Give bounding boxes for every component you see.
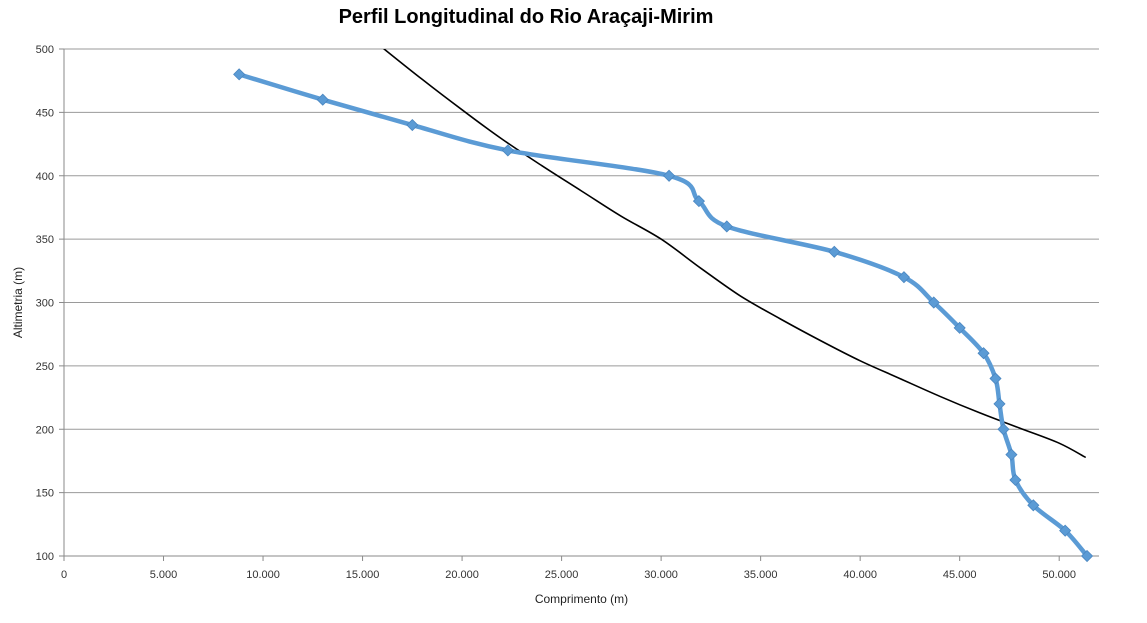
data-point-marker xyxy=(828,245,841,258)
data-point-marker xyxy=(1009,473,1022,487)
y-tick-label: 450 xyxy=(36,107,54,119)
x-tick-label: 10.000 xyxy=(246,569,280,581)
data-point-marker xyxy=(720,220,733,233)
y-tick-labels: 100 150 200 250 300 350 400 450 500 xyxy=(36,44,54,563)
data-point-marker xyxy=(692,195,705,208)
y-tick-label: 500 xyxy=(36,44,54,56)
data-point-marker xyxy=(663,169,676,182)
gridlines xyxy=(64,48,1099,494)
data-point-marker xyxy=(997,423,1010,436)
data-point-marker xyxy=(897,271,911,284)
y-tick-label: 150 xyxy=(36,488,54,500)
x-tick-label: 20.000 xyxy=(445,569,479,581)
y-tick-label: 400 xyxy=(36,171,54,183)
x-tick-label: 5.000 xyxy=(150,569,178,581)
data-point-marker xyxy=(1059,524,1072,537)
axes xyxy=(59,48,1099,561)
series-layer xyxy=(233,49,1094,563)
x-axis-label: Comprimento (m) xyxy=(535,592,628,606)
y-tick-label: 350 xyxy=(36,234,54,246)
y-axis-label: Altimetria (m) xyxy=(11,267,25,338)
data-point-marker xyxy=(1080,549,1094,563)
data-point-marker xyxy=(233,68,246,81)
data-point-marker xyxy=(1027,499,1040,512)
x-tick-label: 0 xyxy=(61,569,67,581)
x-tick-label: 45.000 xyxy=(943,569,977,581)
data-point-marker xyxy=(953,321,966,334)
y-tick-label: 250 xyxy=(36,361,54,373)
x-tick-label: 30.000 xyxy=(644,569,678,581)
x-tick-label: 40.000 xyxy=(843,569,877,581)
x-tick-label: 25.000 xyxy=(545,569,579,581)
x-tick-label: 50.000 xyxy=(1042,569,1076,581)
x-tick-labels: 0 5.000 10.000 15.000 20.000 25.000 30.000 35.0… xyxy=(61,569,1076,581)
data-point-marker xyxy=(977,347,990,360)
data-point-marker xyxy=(989,372,1002,385)
x-tick-label: 35.000 xyxy=(744,569,778,581)
chart-title: Perfil Longitudinal do Rio Araçaji-Mirim xyxy=(338,6,714,28)
data-point-marker xyxy=(927,296,940,309)
data-point-marker xyxy=(316,93,329,106)
trend-curve-line xyxy=(382,49,1086,458)
profile-series-line xyxy=(236,72,1090,559)
data-point-marker xyxy=(501,144,514,157)
x-tick-label: 15.000 xyxy=(346,569,380,581)
y-tick-label: 200 xyxy=(36,424,54,436)
data-point-marker xyxy=(1005,448,1018,461)
data-point-marker xyxy=(993,397,1006,410)
y-tick-label: 100 xyxy=(36,551,54,563)
y-tick-label: 300 xyxy=(36,298,54,310)
data-point-marker xyxy=(406,118,419,132)
